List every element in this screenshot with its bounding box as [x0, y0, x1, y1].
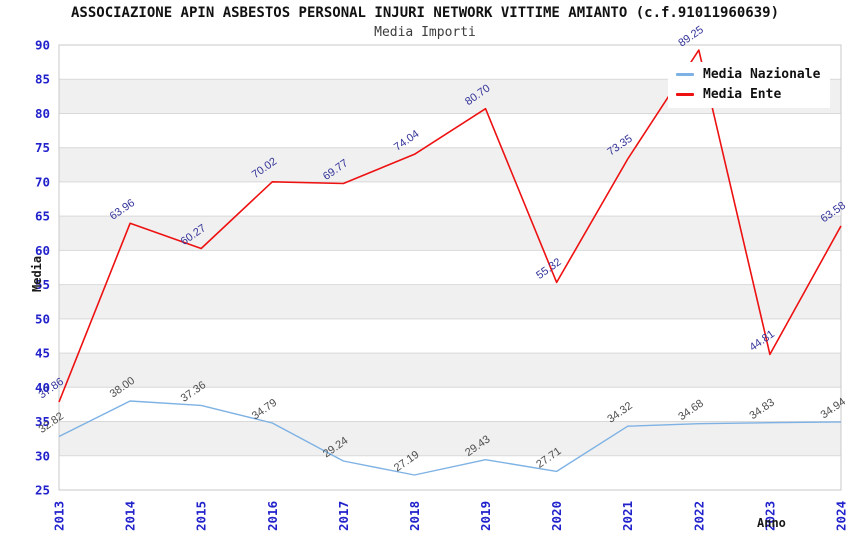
- plot-band: [59, 455, 841, 490]
- plot-frame: [58, 44, 842, 491]
- x-tick-label: 2015: [194, 501, 209, 531]
- x-tick-label: 2023: [762, 501, 777, 531]
- legend-label-media-ente: Media Ente: [703, 87, 782, 102]
- y-tick-label: 50: [35, 311, 50, 326]
- plot-band: [59, 318, 841, 354]
- media-nazionale-line: [58, 400, 842, 476]
- plot-band: [59, 353, 841, 388]
- y-tick-label: 80: [35, 106, 50, 121]
- plot-band: [59, 147, 841, 182]
- y-axis-label: Media: [30, 255, 44, 292]
- x-tick-label: 2014: [123, 501, 138, 531]
- x-tick-label: 2019: [478, 501, 493, 531]
- y-tick-label: 40: [35, 380, 50, 395]
- x-tick-label: 2024: [834, 501, 849, 531]
- y-tick-label: 75: [35, 140, 50, 155]
- x-tick-label: 2017: [336, 501, 351, 531]
- x-tick-label: 2018: [407, 501, 422, 531]
- plot-band: [59, 421, 841, 456]
- y-tick-label: 70: [35, 174, 50, 189]
- x-tick-label: 2013: [52, 501, 67, 531]
- y-tick-label: 35: [35, 414, 50, 429]
- y-tick-label: 45: [35, 346, 50, 361]
- chart-subtitle: Media Importi: [374, 25, 476, 40]
- chart-title: ASSOCIAZIONE APIN ASBESTOS PERSONAL INJU…: [70, 5, 779, 21]
- y-tick-label: 90: [35, 38, 50, 53]
- legend: Media Nazionale Media Ente: [668, 62, 831, 108]
- x-tick-label: 2022: [691, 501, 706, 531]
- x-axis-label: Anno: [757, 516, 786, 530]
- legend-label-media-nazionale: Media Nazionale: [703, 67, 821, 82]
- y-tick-label: 55: [35, 277, 50, 292]
- y-tick-label: 65: [35, 209, 50, 224]
- y-tick-label: 85: [35, 72, 50, 87]
- plot-band: [59, 181, 841, 217]
- y-tick-label: 30: [35, 448, 50, 463]
- media-ente-line-swatch: [676, 93, 694, 96]
- plot-band: [59, 250, 841, 285]
- plot-band: [59, 284, 841, 319]
- x-tick-label: 2020: [549, 501, 564, 531]
- y-tick-label: 25: [35, 483, 50, 498]
- y-tick-label: 60: [35, 243, 50, 258]
- x-tick-label: 2021: [620, 501, 635, 531]
- plot-band: [59, 216, 841, 251]
- media-nazionale-line-swatch: [676, 73, 694, 76]
- x-tick-label: 2016: [265, 501, 280, 531]
- legend-item-media-nazionale: Media Nazionale: [676, 67, 820, 82]
- legend-item-media-ente: Media Ente: [676, 87, 820, 102]
